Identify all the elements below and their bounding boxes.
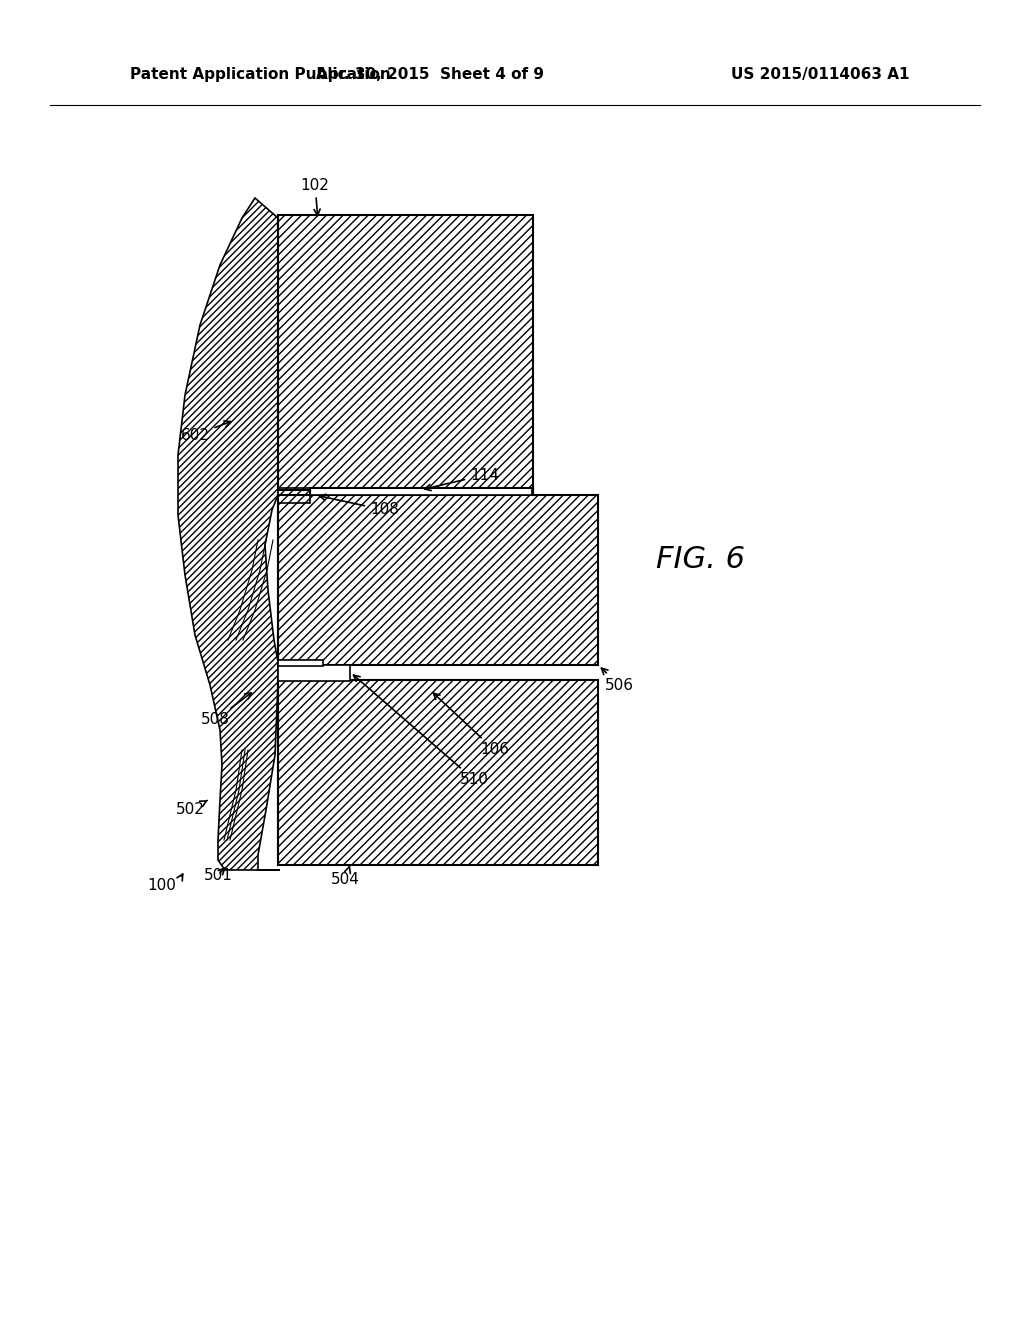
Bar (278, 488, 310, 503)
Bar (310, 488, 532, 495)
Text: US 2015/0114063 A1: US 2015/0114063 A1 (731, 67, 909, 82)
Text: Patent Application Publication: Patent Application Publication (130, 67, 391, 82)
Text: 100: 100 (147, 874, 182, 892)
Bar (278, 215, 534, 490)
Text: 102: 102 (301, 177, 330, 215)
Bar (278, 660, 323, 667)
Text: 510: 510 (353, 675, 488, 788)
Text: 106: 106 (433, 693, 509, 758)
Text: 504: 504 (331, 866, 359, 887)
Text: 108: 108 (319, 494, 399, 517)
Text: FIG. 6: FIG. 6 (655, 545, 744, 574)
Text: 502: 502 (175, 800, 207, 817)
Polygon shape (178, 198, 280, 870)
Text: 508: 508 (201, 693, 251, 727)
Text: 501: 501 (204, 867, 232, 883)
Text: 602: 602 (180, 421, 230, 442)
Text: 506: 506 (601, 668, 634, 693)
Text: Apr. 30, 2015  Sheet 4 of 9: Apr. 30, 2015 Sheet 4 of 9 (316, 67, 544, 82)
Text: 114: 114 (425, 467, 499, 491)
Bar (278, 680, 598, 865)
Bar (278, 665, 350, 681)
Bar (278, 495, 598, 665)
